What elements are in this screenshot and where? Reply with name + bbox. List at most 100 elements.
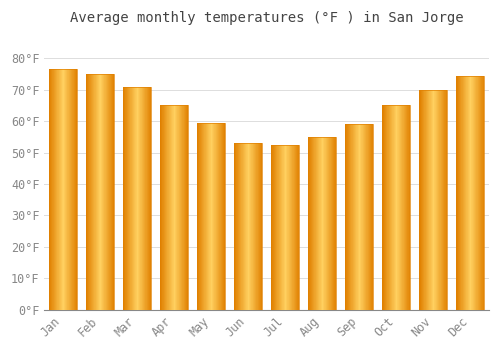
Bar <box>357 124 358 310</box>
Bar <box>393 105 394 310</box>
Bar <box>71 69 72 310</box>
Bar <box>126 87 127 310</box>
Bar <box>144 87 145 310</box>
Bar <box>437 90 438 310</box>
Bar <box>110 74 111 310</box>
Bar <box>165 105 166 310</box>
Bar <box>312 137 313 310</box>
Bar <box>202 123 203 310</box>
Bar <box>438 90 439 310</box>
Bar <box>207 123 208 310</box>
Bar <box>472 76 473 310</box>
Bar <box>432 90 433 310</box>
Bar <box>136 87 137 310</box>
Bar <box>483 76 484 310</box>
Bar <box>59 69 60 310</box>
Bar <box>394 105 395 310</box>
Bar <box>427 90 428 310</box>
Bar <box>179 105 180 310</box>
Bar <box>166 105 167 310</box>
Bar <box>52 69 53 310</box>
Bar <box>478 76 480 310</box>
Bar <box>102 74 103 310</box>
Bar <box>348 124 350 310</box>
Bar <box>347 124 348 310</box>
Bar <box>107 74 108 310</box>
Bar <box>326 137 327 310</box>
Bar <box>361 124 362 310</box>
Bar <box>395 105 396 310</box>
Bar <box>62 69 63 310</box>
Bar <box>68 69 69 310</box>
Bar <box>250 143 251 310</box>
Bar <box>402 105 403 310</box>
Bar <box>244 143 245 310</box>
Bar <box>53 69 54 310</box>
Bar <box>184 105 185 310</box>
Bar <box>473 76 474 310</box>
Bar <box>132 87 133 310</box>
Bar <box>130 87 131 310</box>
Bar <box>127 87 128 310</box>
Bar <box>185 105 186 310</box>
Bar <box>199 123 200 310</box>
Bar <box>257 143 258 310</box>
Bar <box>138 87 140 310</box>
Bar <box>385 105 386 310</box>
Bar <box>173 105 174 310</box>
Bar <box>279 145 280 310</box>
Bar <box>442 90 443 310</box>
Bar <box>243 143 244 310</box>
Bar <box>358 124 360 310</box>
Bar <box>60 69 61 310</box>
Bar <box>176 105 177 310</box>
Bar <box>109 74 110 310</box>
Bar <box>240 143 241 310</box>
Bar <box>171 105 172 310</box>
Bar <box>142 87 143 310</box>
Bar <box>134 87 135 310</box>
Bar <box>384 105 385 310</box>
Bar <box>92 74 93 310</box>
Bar <box>456 76 457 310</box>
Bar <box>286 145 287 310</box>
Bar <box>308 137 336 310</box>
Bar <box>365 124 366 310</box>
Bar <box>210 123 211 310</box>
Bar <box>147 87 148 310</box>
Bar <box>457 76 458 310</box>
Bar <box>218 123 219 310</box>
Bar <box>461 76 462 310</box>
Bar <box>55 69 56 310</box>
Bar <box>446 90 447 310</box>
Bar <box>217 123 218 310</box>
Bar <box>219 123 220 310</box>
Bar <box>200 123 201 310</box>
Bar <box>220 123 221 310</box>
Bar <box>86 74 87 310</box>
Bar <box>297 145 298 310</box>
Bar <box>370 124 371 310</box>
Bar <box>323 137 324 310</box>
Bar <box>421 90 422 310</box>
Bar <box>353 124 354 310</box>
Bar <box>248 143 250 310</box>
Bar <box>426 90 427 310</box>
Bar <box>282 145 283 310</box>
Bar <box>360 124 361 310</box>
Bar <box>70 69 71 310</box>
Bar <box>260 143 261 310</box>
Bar <box>439 90 440 310</box>
Bar <box>424 90 425 310</box>
Bar <box>407 105 408 310</box>
Bar <box>204 123 205 310</box>
Bar <box>422 90 423 310</box>
Bar <box>420 90 447 310</box>
Bar <box>333 137 334 310</box>
Bar <box>106 74 107 310</box>
Bar <box>356 124 357 310</box>
Bar <box>371 124 372 310</box>
Bar <box>463 76 464 310</box>
Bar <box>470 76 471 310</box>
Bar <box>73 69 74 310</box>
